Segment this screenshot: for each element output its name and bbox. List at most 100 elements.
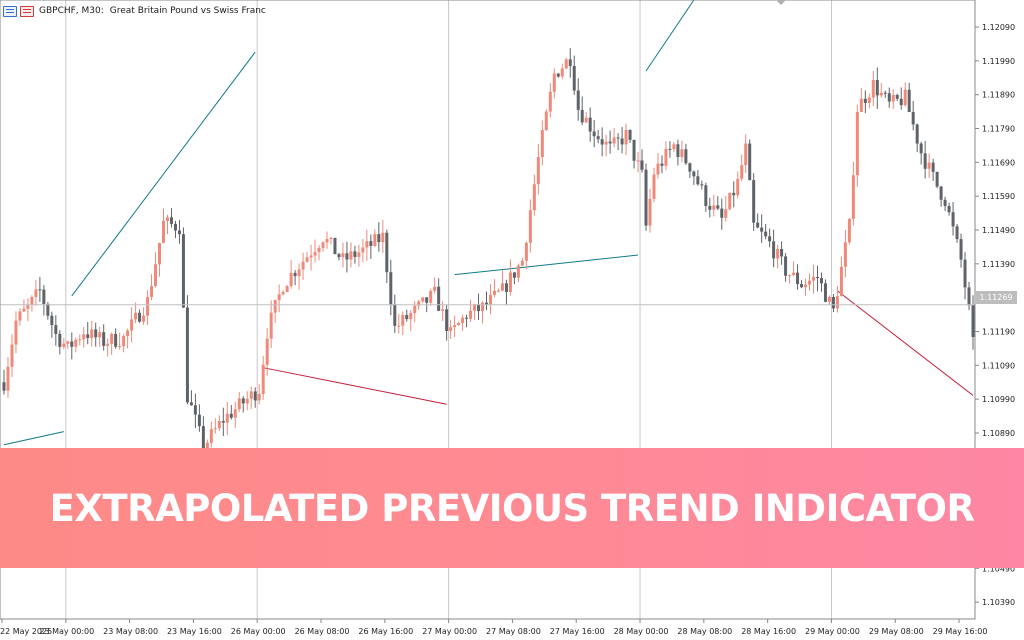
candle-body [213,428,217,430]
candle-body [903,89,907,106]
candle-body [126,330,130,337]
price-tick-label: 1.11390 [982,260,1015,269]
time-tick-label: 29 May 00:00 [805,627,860,636]
candle-body [736,178,740,196]
candle-body [58,333,62,347]
candle-body [823,283,827,302]
candle-body [871,79,875,98]
candle-body [544,111,548,131]
candle-body [536,157,540,185]
candle-body [150,286,154,297]
chart-title-bar: GBPCHF, M30: Great Britain Pound vs Swis… [3,3,266,19]
candle-body [592,131,596,137]
candle-body [457,323,461,326]
candle-body [971,305,975,338]
candle-body [500,283,504,291]
candle-body [843,242,847,267]
candle-body [923,153,927,169]
candle-body [405,315,409,320]
candle-body [811,276,815,281]
candle-body [38,289,42,291]
candle-body [369,241,373,246]
candle-body [584,117,588,123]
candle-body [672,144,676,150]
time-tick-label: 26 May 16:00 [358,627,413,636]
candle-body [907,89,911,112]
time-tick-label: 29 May 08:00 [869,627,924,636]
candle-body [496,290,500,292]
candle-body [887,93,891,102]
candle-body [74,339,78,347]
candle-body [273,300,277,313]
candle-body [492,290,496,295]
price-tick-label: 1.10390 [982,598,1015,607]
banner: EXTRAPOLATED PREVIOUS TREND INDICATOR [0,448,1024,568]
scroll-marker-icon[interactable] [776,0,786,5]
candle-body [696,176,700,185]
candle-body [859,98,863,113]
price-tick-label: 1.11690 [982,158,1015,167]
candle-body [959,239,963,260]
candle-body [313,252,317,256]
candle-body [752,180,756,223]
trend-line [71,51,256,297]
chart-symbol: GBPCHF, M30: [39,6,104,16]
candle-body [110,333,114,344]
time-tick-label: 28 May 08:00 [677,627,732,636]
candle-body [285,286,289,292]
candle-body [576,90,580,110]
candle-body [504,283,508,292]
time-tick-label: 22 May 2025 [0,627,52,636]
candle-body [441,309,445,311]
candle-body [305,257,309,262]
price-tick-label: 1.11790 [982,125,1015,134]
candle-body [429,290,433,303]
time-tick-label: 23 May 08:00 [103,627,158,636]
candle-body [325,239,329,243]
candle-body [740,165,744,179]
current-price-badge: 1.11269 [975,291,1017,304]
candle-body [46,304,50,316]
time-tick-label: 28 May 00:00 [614,627,669,636]
candle-body [720,208,724,218]
candle-body [138,312,142,322]
candle-body [851,175,855,219]
candle-body [189,402,193,406]
candle-body [146,296,150,316]
candle-body [748,143,752,181]
candle-body [756,222,760,228]
candle-body [421,297,425,302]
candle-body [704,185,708,206]
trend-line [263,367,447,405]
time-tick-label: 29 May 16:00 [933,627,988,636]
candle-body [632,139,636,161]
candle-body [855,112,859,176]
candle-body [82,334,86,340]
trend-line [3,431,64,446]
candle-body [173,223,177,231]
chart-window-icon[interactable] [3,5,17,17]
candle-body [469,310,473,319]
candle-body [50,315,54,326]
candle-body [839,266,843,297]
candle-body [209,429,213,443]
candle-body [361,247,365,253]
candle-body [780,249,784,257]
candle-body [724,209,728,218]
candle-body [512,272,516,278]
candle-body [241,398,245,404]
candle-body [532,184,536,211]
candle-body [485,302,489,305]
candle-body [10,344,14,367]
candle-body [568,59,572,66]
candle-body [899,98,903,106]
chart-list-icon[interactable] [20,5,34,17]
candle-body [895,94,899,99]
candle-body [381,232,385,243]
candle-body [26,304,30,309]
candle-body [409,313,413,320]
time-tick-label: 27 May 08:00 [486,627,541,636]
candle-body [656,163,660,175]
candle-body [277,294,281,301]
